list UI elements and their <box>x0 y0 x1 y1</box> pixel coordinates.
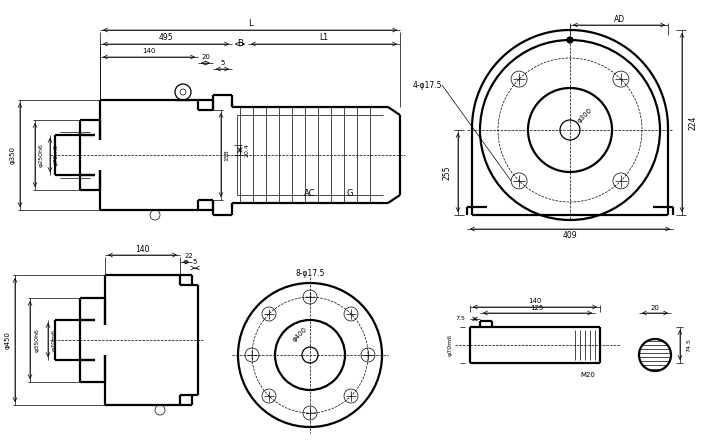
Text: 5: 5 <box>193 259 197 265</box>
Text: φ350h6: φ350h6 <box>34 328 39 352</box>
Text: 7.5: 7.5 <box>455 317 465 322</box>
Text: φ400: φ400 <box>292 326 308 343</box>
Text: 22: 22 <box>184 253 193 259</box>
Text: L1: L1 <box>320 33 329 41</box>
Text: L: L <box>247 18 252 28</box>
Text: M20: M20 <box>580 372 595 378</box>
Text: 140: 140 <box>142 48 156 54</box>
Text: 8-φ17.5: 8-φ17.5 <box>295 268 325 277</box>
Text: 140: 140 <box>135 244 150 253</box>
Text: 224: 224 <box>688 116 697 130</box>
Text: φ250h6: φ250h6 <box>39 143 43 167</box>
Text: φ70m6: φ70m6 <box>447 334 453 356</box>
Text: 255: 255 <box>442 165 451 180</box>
Text: 125: 125 <box>531 305 543 311</box>
Text: 20: 20 <box>201 54 210 60</box>
Text: 140: 140 <box>529 298 542 304</box>
Text: φ70m6: φ70m6 <box>53 144 58 166</box>
Text: B: B <box>237 40 243 49</box>
Text: φ450: φ450 <box>5 331 11 349</box>
Circle shape <box>567 37 573 43</box>
Text: G: G <box>347 189 353 198</box>
Text: AD: AD <box>613 15 625 24</box>
Text: 409: 409 <box>563 231 578 240</box>
Text: φ70m6: φ70m6 <box>51 329 57 351</box>
Text: φ350: φ350 <box>10 146 16 164</box>
Text: 4-φ17.5: 4-φ17.5 <box>412 80 442 90</box>
Text: 20: 20 <box>651 305 660 311</box>
Text: 74.5: 74.5 <box>686 338 691 352</box>
Text: φ300: φ300 <box>576 107 594 124</box>
Text: 158: 158 <box>224 149 229 161</box>
Text: 5: 5 <box>220 60 225 66</box>
Text: AC: AC <box>304 189 315 198</box>
Text: 495: 495 <box>158 33 173 41</box>
Text: 20.4: 20.4 <box>245 143 250 157</box>
